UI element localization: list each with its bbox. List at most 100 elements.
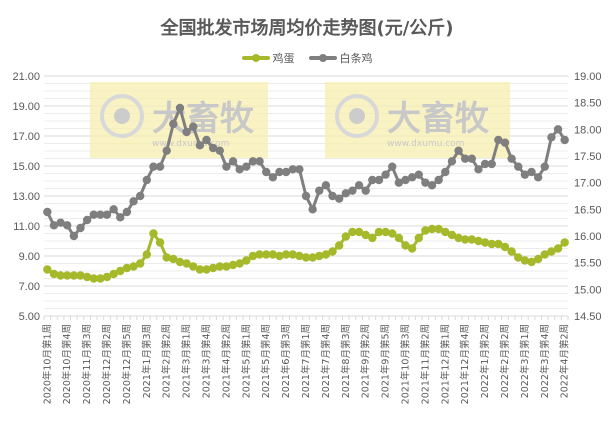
- data-point[interactable]: [169, 254, 178, 264]
- data-point[interactable]: [454, 233, 463, 243]
- data-point[interactable]: [82, 215, 92, 225]
- data-point[interactable]: [341, 232, 350, 241]
- data-point[interactable]: [215, 262, 224, 271]
- data-point[interactable]: [348, 186, 357, 195]
- legend-item-chicken[interactable]: 白条鸡: [308, 50, 373, 66]
- data-point[interactable]: [447, 157, 457, 166]
- data-point[interactable]: [268, 173, 278, 182]
- data-point[interactable]: [494, 135, 503, 145]
- data-point[interactable]: [49, 221, 59, 230]
- data-point[interactable]: [394, 233, 404, 243]
- data-point[interactable]: [368, 175, 377, 185]
- data-point[interactable]: [89, 210, 98, 219]
- data-point[interactable]: [222, 262, 231, 271]
- data-point[interactable]: [421, 226, 430, 235]
- data-point[interactable]: [321, 181, 331, 190]
- data-point[interactable]: [328, 247, 337, 256]
- data-point[interactable]: [560, 238, 569, 247]
- data-point[interactable]: [434, 224, 443, 234]
- data-point[interactable]: [96, 274, 105, 283]
- data-point[interactable]: [348, 227, 357, 237]
- legend-item-egg[interactable]: 鸡蛋: [241, 50, 295, 66]
- data-point[interactable]: [189, 122, 198, 131]
- data-point[interactable]: [248, 157, 258, 166]
- data-point[interactable]: [514, 253, 523, 262]
- data-point[interactable]: [208, 263, 218, 273]
- data-point[interactable]: [149, 229, 158, 238]
- data-point[interactable]: [202, 135, 211, 145]
- data-point[interactable]: [533, 173, 543, 182]
- data-point[interactable]: [547, 133, 556, 142]
- data-point[interactable]: [494, 239, 503, 249]
- data-point[interactable]: [500, 138, 510, 147]
- data-point[interactable]: [162, 253, 171, 262]
- data-point[interactable]: [553, 244, 563, 253]
- data-point[interactable]: [129, 262, 138, 271]
- data-point[interactable]: [149, 162, 158, 171]
- data-point[interactable]: [281, 250, 291, 259]
- data-point[interactable]: [116, 266, 125, 276]
- data-point[interactable]: [235, 165, 244, 174]
- data-point[interactable]: [467, 235, 477, 244]
- data-point[interactable]: [69, 231, 79, 241]
- data-point[interactable]: [89, 274, 98, 283]
- data-point[interactable]: [262, 167, 271, 177]
- data-point[interactable]: [135, 191, 145, 201]
- data-point[interactable]: [533, 254, 543, 264]
- data-point[interactable]: [222, 162, 231, 171]
- data-point[interactable]: [527, 167, 536, 177]
- data-point[interactable]: [76, 271, 85, 280]
- data-point[interactable]: [500, 242, 510, 252]
- data-point[interactable]: [334, 241, 344, 250]
- data-point[interactable]: [248, 251, 258, 261]
- data-point[interactable]: [288, 165, 297, 174]
- data-point[interactable]: [295, 251, 304, 261]
- data-point[interactable]: [109, 205, 118, 214]
- data-point[interactable]: [441, 167, 450, 177]
- data-point[interactable]: [155, 238, 165, 247]
- data-point[interactable]: [49, 269, 59, 279]
- data-point[interactable]: [321, 250, 331, 259]
- data-point[interactable]: [122, 207, 132, 217]
- data-point[interactable]: [454, 146, 463, 155]
- data-point[interactable]: [540, 250, 549, 259]
- data-point[interactable]: [182, 127, 191, 137]
- data-point[interactable]: [275, 251, 284, 261]
- data-point[interactable]: [368, 233, 377, 243]
- data-point[interactable]: [427, 224, 437, 234]
- data-point[interactable]: [460, 154, 470, 163]
- data-point[interactable]: [268, 250, 278, 259]
- data-point[interactable]: [315, 251, 324, 261]
- data-point[interactable]: [361, 186, 370, 195]
- data-point[interactable]: [474, 236, 483, 246]
- data-point[interactable]: [487, 239, 496, 249]
- data-point[interactable]: [281, 167, 291, 177]
- data-point[interactable]: [401, 241, 410, 250]
- data-point[interactable]: [441, 227, 450, 237]
- data-point[interactable]: [394, 178, 404, 187]
- data-point[interactable]: [43, 265, 52, 274]
- data-point[interactable]: [295, 165, 304, 174]
- data-point[interactable]: [388, 162, 397, 171]
- data-point[interactable]: [374, 175, 384, 185]
- data-point[interactable]: [116, 213, 125, 222]
- data-point[interactable]: [480, 159, 490, 169]
- data-point[interactable]: [341, 189, 350, 198]
- data-point[interactable]: [63, 271, 72, 280]
- data-point[interactable]: [96, 210, 105, 219]
- data-point[interactable]: [262, 250, 271, 259]
- data-point[interactable]: [381, 227, 390, 237]
- data-point[interactable]: [421, 178, 430, 187]
- data-point[interactable]: [507, 247, 516, 256]
- data-point[interactable]: [560, 135, 569, 145]
- data-point[interactable]: [235, 259, 244, 268]
- data-point[interactable]: [175, 257, 185, 267]
- data-point[interactable]: [56, 271, 65, 280]
- data-point[interactable]: [102, 272, 112, 282]
- data-point[interactable]: [202, 265, 211, 274]
- data-point[interactable]: [242, 162, 251, 171]
- data-point[interactable]: [215, 146, 224, 155]
- data-point[interactable]: [407, 173, 417, 182]
- data-point[interactable]: [175, 103, 185, 113]
- data-point[interactable]: [69, 271, 79, 280]
